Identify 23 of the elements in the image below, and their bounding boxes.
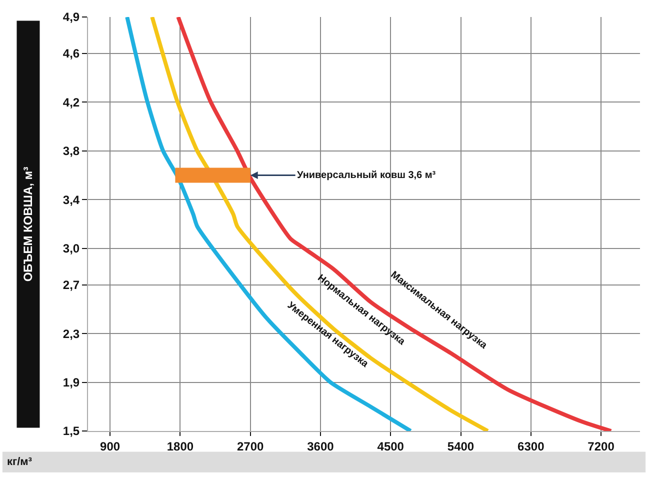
x-tick-label: 6300 xyxy=(518,439,545,454)
x-tick-label: 5400 xyxy=(447,439,474,454)
y-tick-label: 3,0 xyxy=(62,242,80,256)
y-tick-label: 4,6 xyxy=(62,46,80,61)
y-tick-label: 3,8 xyxy=(62,144,80,158)
x-axis-title: кг/м³ xyxy=(7,456,32,468)
x-tick-label: 4500 xyxy=(377,439,404,454)
y-tick-label: 2,7 xyxy=(62,278,80,292)
x-tick-label: 3600 xyxy=(307,439,334,454)
line-series xyxy=(150,17,490,431)
y-tick-label: 2,3 xyxy=(62,326,80,341)
line-series xyxy=(176,17,614,431)
y-tick-label: 4,2 xyxy=(62,95,80,110)
annotation: Универсальный ковш 3,6 м³ xyxy=(297,170,436,181)
y-tick-label: 1,5 xyxy=(62,424,80,438)
x-tick-label: 7200 xyxy=(588,439,615,454)
x-tick-label: 900 xyxy=(100,439,120,454)
x-tick-label: 2700 xyxy=(236,439,264,454)
y-tick-label: 1,9 xyxy=(62,375,80,390)
x-tick-label: 1800 xyxy=(166,439,194,454)
y-axis-title: ОБЪЕМ КОВША, м³ xyxy=(21,166,36,282)
y-tick-label: 4,9 xyxy=(62,10,80,24)
y-tick-label: 3,4 xyxy=(62,192,80,207)
